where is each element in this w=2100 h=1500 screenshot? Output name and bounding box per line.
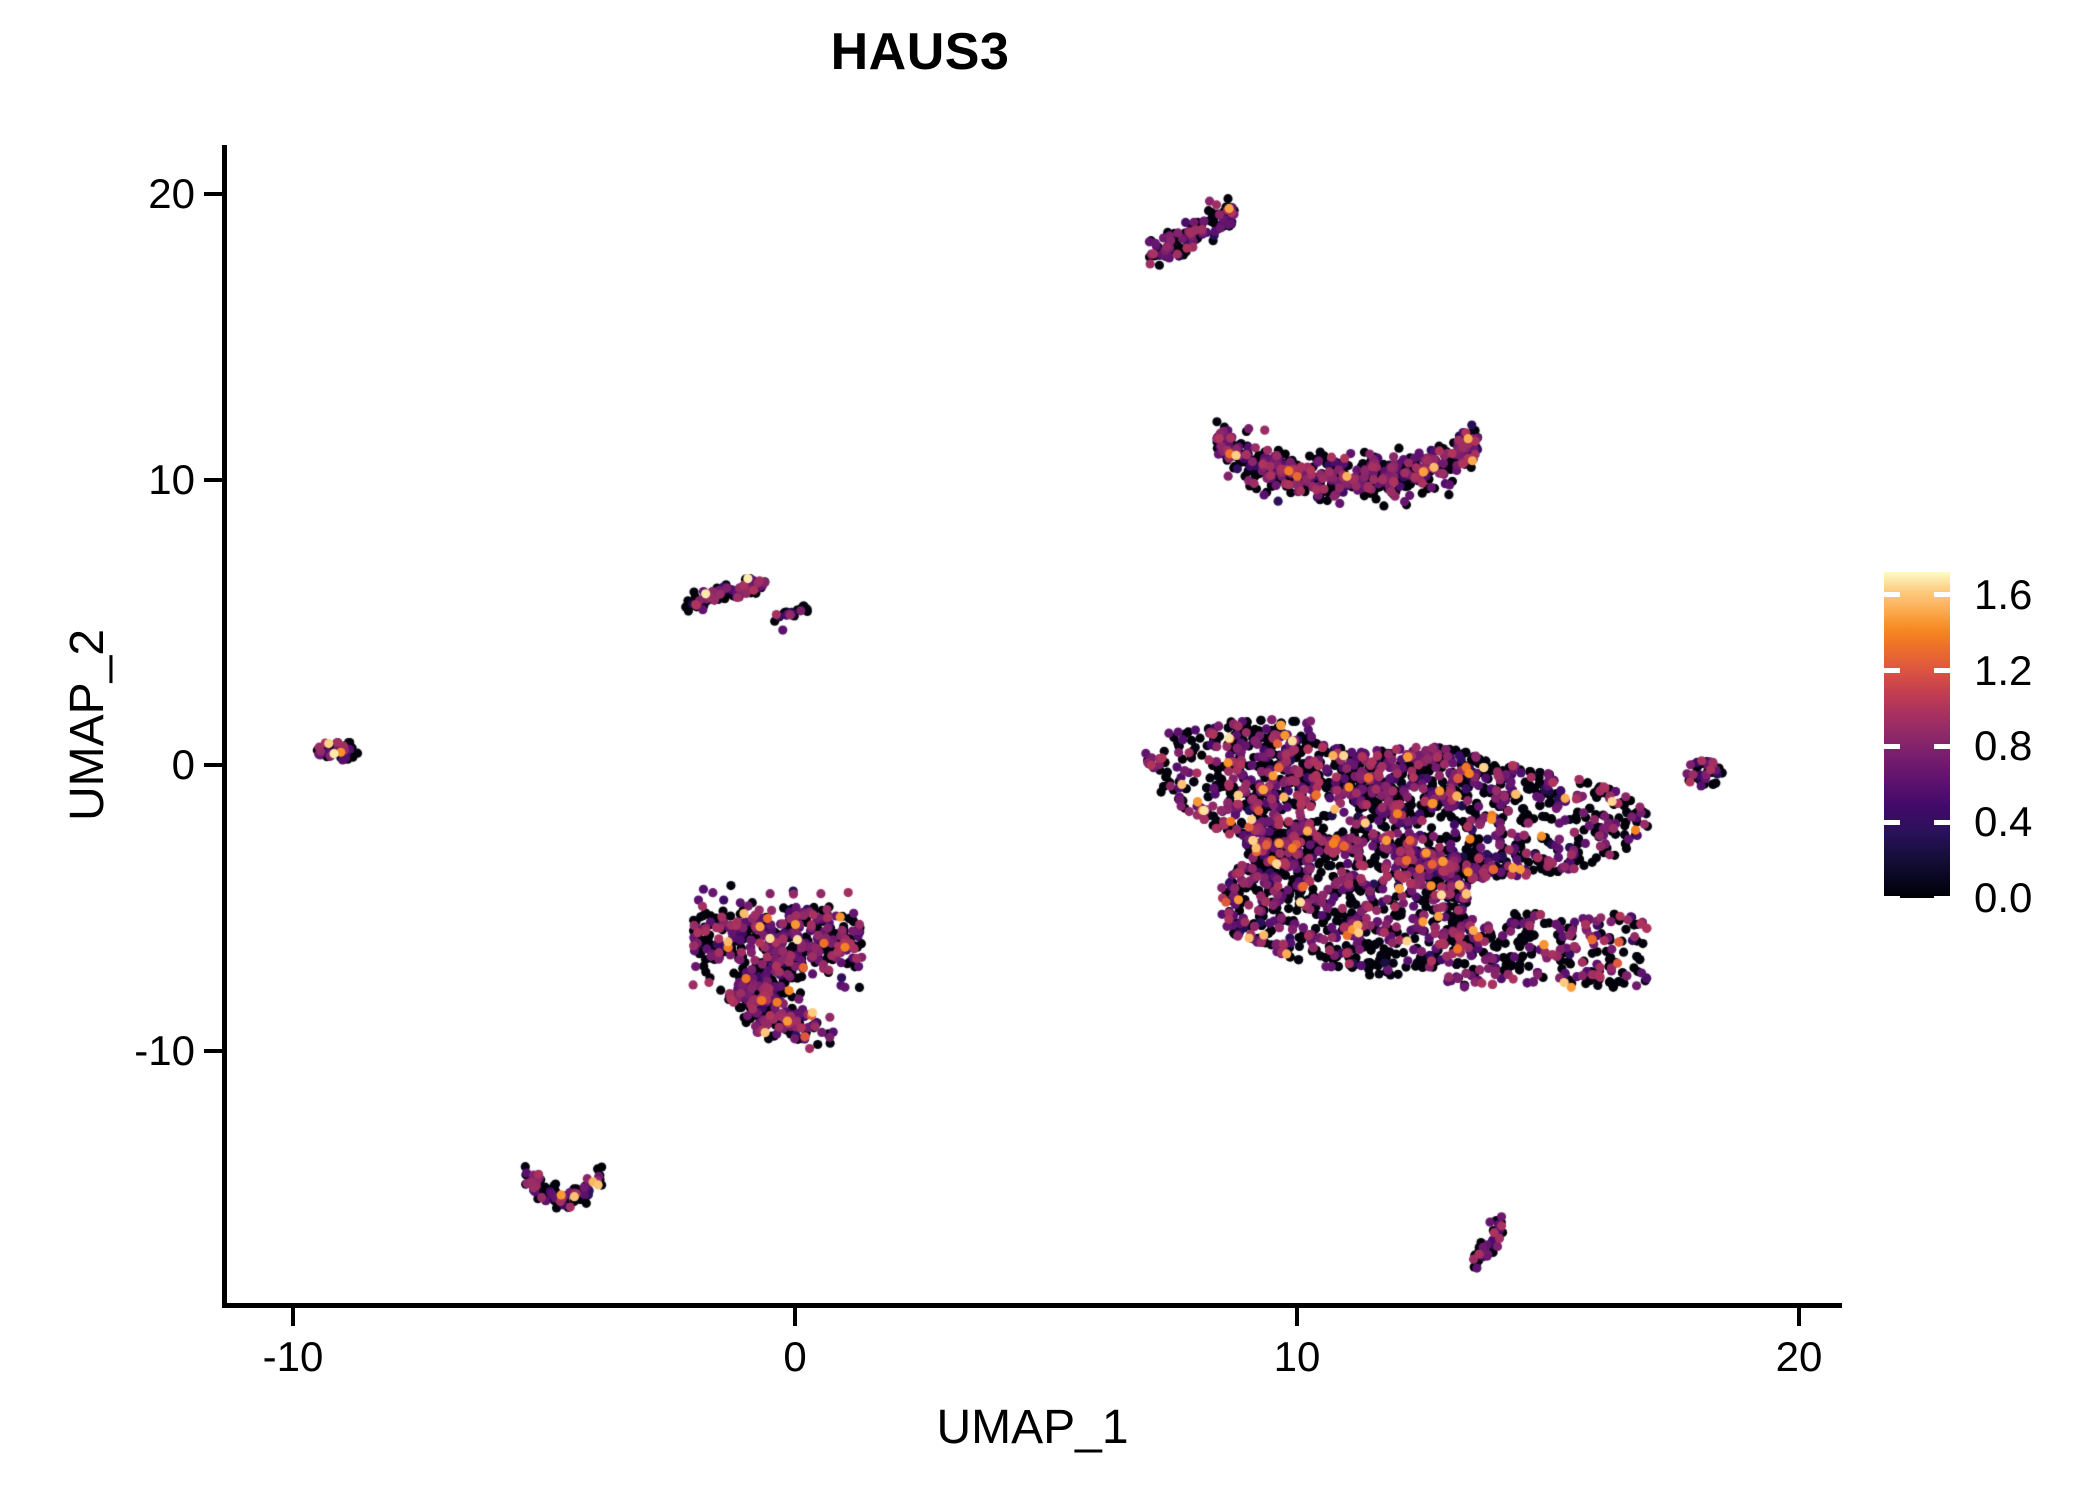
colorbar-tick-mark: [1884, 895, 1900, 901]
colorbar-tick-label: 1.6: [1974, 570, 2033, 618]
colorbar-gradient: [1884, 572, 1950, 898]
x-tick-label: 0: [783, 1333, 807, 1380]
colorbar-tick-mark: [1934, 819, 1950, 825]
colorbar-tick-mark: [1884, 819, 1900, 825]
scatter-points-layer: [225, 145, 1840, 1305]
x-axis-line: [222, 1303, 1842, 1308]
x-tick-mark: [793, 1308, 797, 1326]
colorbar-tick-mark: [1934, 668, 1950, 674]
colorbar-tick-mark: [1884, 743, 1900, 749]
y-tick-label: 0: [171, 741, 195, 788]
colorbar-tick-label: 1.2: [1974, 646, 2033, 694]
x-tick-mark: [1797, 1308, 1801, 1326]
colorbar-tick-mark: [1934, 743, 1950, 749]
colorbar-tick-label: 0.0: [1974, 874, 2033, 921]
colorbar-tick-label: 0.8: [1974, 722, 2033, 770]
y-tick-label: 20: [148, 170, 195, 217]
x-axis-title: UMAP_1: [936, 1401, 1129, 1454]
page-title: HAUS3: [830, 23, 1010, 81]
plot-panel: [225, 145, 1840, 1305]
x-tick-label: 20: [1775, 1333, 1823, 1380]
y-axis-line: [222, 145, 227, 1308]
y-tick-label: 10: [148, 455, 195, 503]
y-tick-label: -10: [134, 1026, 195, 1074]
colorbar-tick-mark: [1884, 592, 1900, 598]
colorbar-tick-mark: [1934, 592, 1950, 598]
colorbar-tick-mark: [1884, 668, 1900, 674]
y-tick-mark: [204, 192, 222, 196]
x-tick-mark: [291, 1308, 295, 1326]
x-tick-mark: [1295, 1308, 1299, 1326]
y-tick-mark: [204, 763, 222, 767]
colorbar-tick-mark: [1934, 895, 1950, 901]
x-tick-label: -10: [262, 1333, 324, 1380]
y-axis-title: UMAP_2: [61, 628, 114, 822]
y-tick-mark: [204, 477, 222, 482]
y-tick-mark: [204, 1048, 222, 1053]
colorbar-tick-label: 0.4: [1974, 798, 2033, 846]
x-tick-label: 10: [1273, 1333, 1321, 1380]
